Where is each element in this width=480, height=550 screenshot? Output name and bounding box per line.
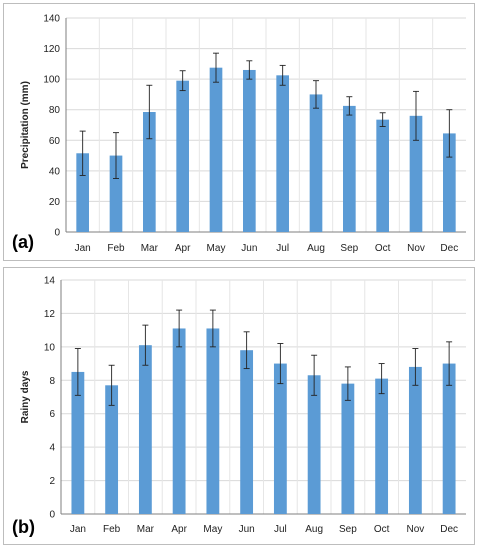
x-tick-label-b-feb: Feb: [103, 524, 121, 535]
bar-a-jan: [76, 153, 89, 232]
bar-b-jun: [240, 350, 254, 514]
y-tick-label-a-4: 80: [49, 105, 61, 116]
error-bar-b-sep: [344, 366, 351, 401]
x-tick-label-a-sep: Sep: [340, 243, 358, 254]
y-axis-label-a: Precipitation (mm): [20, 81, 31, 169]
y-tick-label-b-3: 6: [49, 409, 55, 420]
y-tick-label-a-7: 140: [43, 14, 60, 25]
error-bar-b-mar: [142, 324, 149, 366]
y-tick-label-b-7: 14: [44, 276, 56, 287]
y-tick-label-b-5: 10: [44, 342, 56, 353]
error-bar-b-apr: [176, 309, 183, 348]
bar-b-aug: [307, 375, 321, 514]
error-bar-a-apr: [179, 70, 186, 92]
error-bar-b-aug: [311, 354, 318, 396]
error-bar-b-nov: [412, 348, 419, 386]
panel-label-b: (b): [12, 517, 35, 537]
bar-a-oct: [376, 119, 389, 232]
bar-a-jun: [243, 69, 256, 232]
x-tick-label-a-feb: Feb: [107, 243, 125, 254]
bar-a-dec: [443, 133, 456, 232]
error-bar-b-feb: [108, 364, 115, 406]
x-tick-label-b-apr: Apr: [171, 524, 187, 535]
error-bar-a-jun: [246, 60, 253, 80]
bar-b-feb: [105, 385, 119, 514]
x-tick-label-a-mar: Mar: [141, 243, 159, 254]
bar-b-dec: [442, 363, 456, 514]
error-bar-a-nov: [413, 90, 419, 141]
error-bar-a-feb: [113, 132, 119, 179]
bar-a-jul: [276, 75, 289, 232]
x-tick-label-b-nov: Nov: [406, 524, 424, 535]
y-tick-label-a-6: 120: [43, 44, 60, 55]
y-tick-label-b-2: 4: [49, 443, 55, 454]
y-tick-label-a-3: 60: [49, 136, 61, 147]
error-bar-a-mar: [146, 84, 153, 140]
bar-b-jul: [273, 363, 287, 514]
x-tick-label-a-jan: Jan: [75, 243, 91, 254]
x-tick-label-a-apr: Apr: [175, 243, 191, 254]
bar-a-aug: [309, 94, 323, 232]
chart-b-svg: 0 2 4 6 8 10 12 14 Jan Feb Mar Apr May Jun Jul Aug Sep Oc…: [12, 276, 466, 537]
x-tick-label-b-oct: Oct: [374, 524, 390, 535]
error-bar-a-sep: [346, 96, 353, 116]
x-tick-label-a-dec: Dec: [440, 243, 458, 254]
x-tick-label-a-nov: Nov: [407, 243, 425, 254]
x-tick-label-b-jan: Jan: [70, 524, 86, 535]
chart-a-svg: 0 20 40 60 80 100 120 140 Jan Feb Mar Apr May Jun Jul A…: [12, 14, 466, 254]
x-tick-label-b-mar: Mar: [137, 524, 155, 535]
bar-a-may: [209, 67, 223, 232]
x-tick-label-a-jul: Jul: [276, 243, 289, 254]
y-axis-label-b: Rainy days: [20, 370, 31, 423]
y-tick-label-b-4: 8: [49, 376, 55, 387]
bar-b-mar: [138, 345, 152, 514]
error-bar-b-jun: [243, 331, 250, 370]
x-tick-label-b-aug: Aug: [305, 524, 323, 535]
x-tick-label-a-oct: Oct: [375, 243, 391, 254]
y-tick-label-a-5: 100: [43, 75, 60, 86]
error-bar-a-jan: [79, 130, 86, 176]
bar-b-nov: [408, 366, 422, 514]
x-tick-label-b-jun: Jun: [239, 524, 255, 535]
error-bar-a-jul: [279, 64, 286, 86]
error-bar-b-may: [209, 309, 216, 348]
x-tick-label-a-may: May: [207, 243, 226, 254]
error-bar-b-oct: [378, 363, 385, 395]
y-tick-label-b-1: 2: [49, 476, 55, 487]
error-bar-a-may: [213, 52, 219, 83]
bar-a-nov: [409, 115, 423, 232]
bar-a-mar: [143, 112, 156, 232]
x-tick-label-b-may: May: [203, 524, 222, 535]
error-bar-a-aug: [313, 80, 319, 109]
bar-b-apr: [172, 328, 186, 514]
panel-label-a: (a): [12, 232, 34, 252]
chart-panel-a: 0 20 40 60 80 100 120 140 Jan Feb Mar Apr May Jun Jul A…: [3, 3, 475, 261]
x-tick-label-b-jul: Jul: [274, 524, 287, 535]
y-tick-label-a-2: 40: [49, 166, 61, 177]
bar-b-jan: [71, 371, 85, 514]
bar-b-sep: [341, 383, 355, 514]
x-tick-label-a-aug: Aug: [307, 243, 325, 254]
bar-b-may: [206, 328, 220, 514]
y-tick-label-b-0: 0: [49, 510, 55, 521]
bar-b-oct: [375, 378, 389, 514]
x-tick-label-a-jun: Jun: [241, 243, 257, 254]
chart-panel-b: 0 2 4 6 8 10 12 14 Jan Feb Mar Apr May Jun Jul Aug Sep Oc…: [3, 267, 475, 545]
y-tick-label-a-0: 0: [54, 228, 60, 239]
bar-a-feb: [109, 155, 123, 232]
error-bar-a-dec: [446, 109, 453, 158]
x-tick-label-b-sep: Sep: [339, 524, 357, 535]
bar-a-apr: [176, 80, 189, 233]
y-tick-label-b-6: 12: [44, 309, 56, 320]
error-bar-b-dec: [446, 341, 453, 386]
error-bar-a-oct: [379, 112, 386, 127]
bar-a-sep: [343, 105, 356, 232]
error-bar-b-jul: [277, 343, 284, 385]
y-tick-label-a-1: 20: [49, 197, 61, 208]
x-tick-label-b-dec: Dec: [440, 524, 458, 535]
error-bar-b-jan: [74, 348, 81, 396]
